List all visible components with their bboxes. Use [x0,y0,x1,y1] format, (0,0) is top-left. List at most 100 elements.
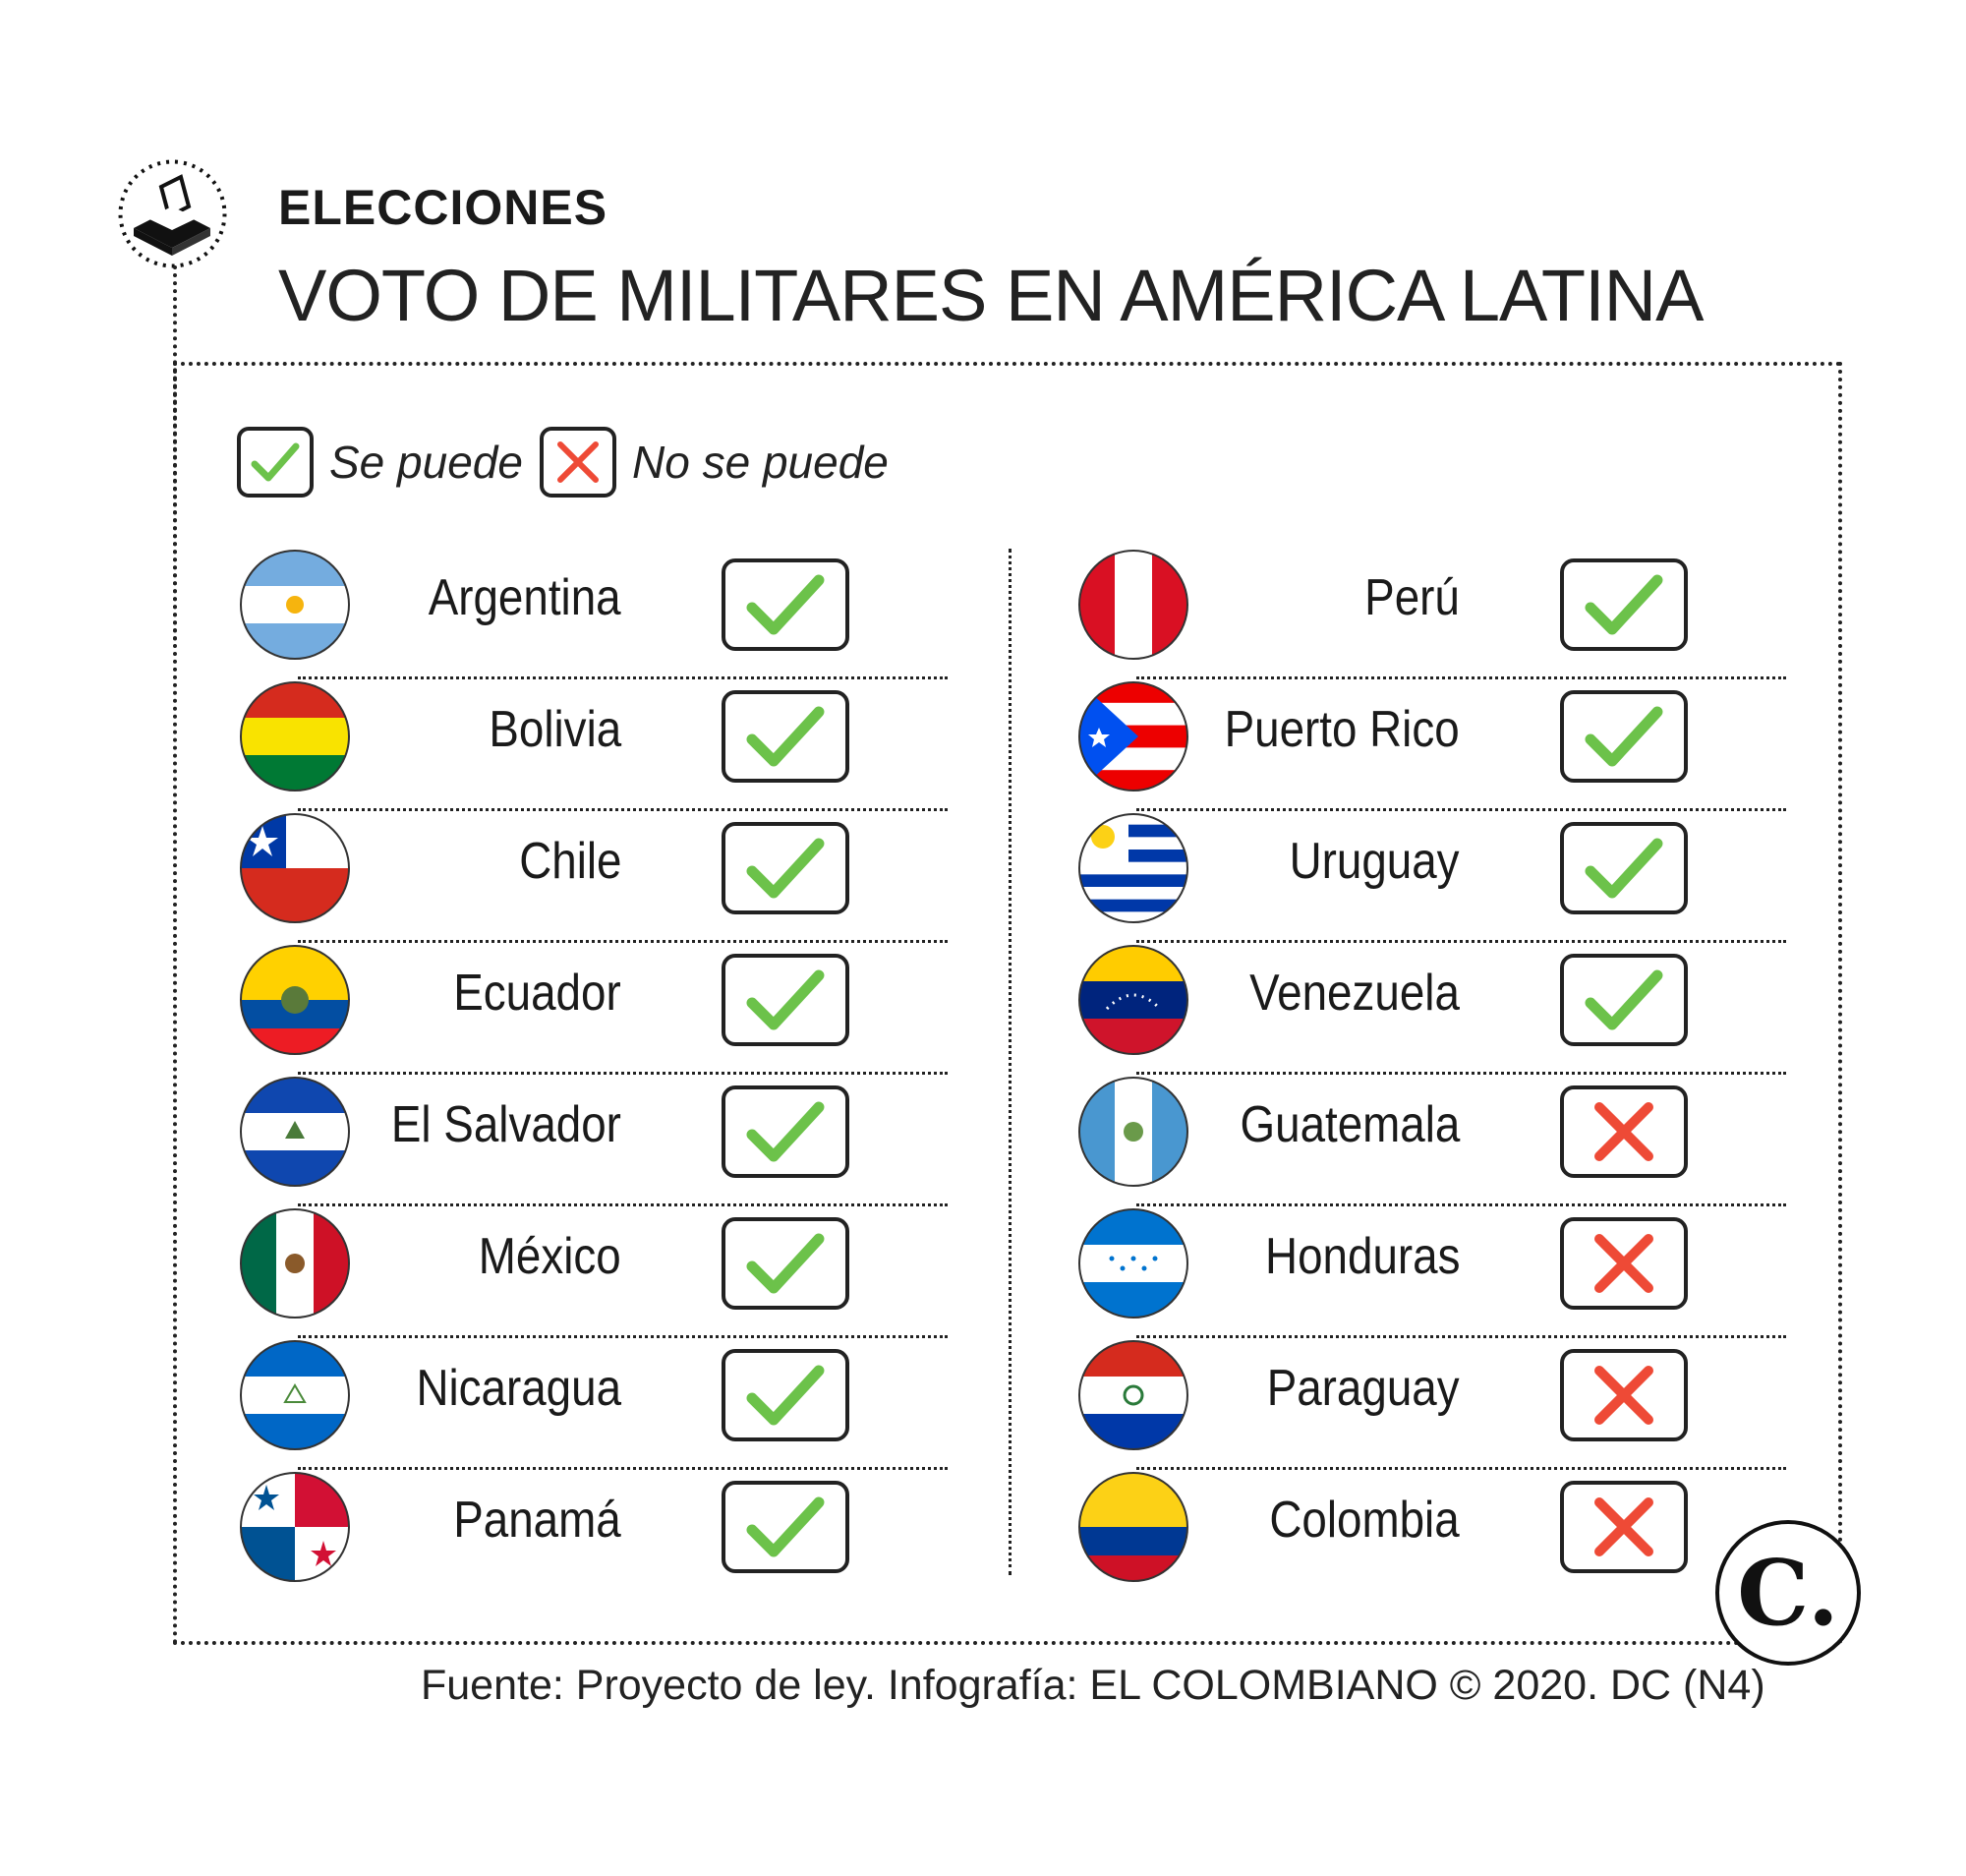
country-row-chile: Chile [239,812,948,944]
cross-icon [1594,1497,1653,1556]
column-divider [1009,549,1012,1575]
cross-icon [1594,1234,1653,1293]
check-icon [746,838,825,899]
country-name: Guatemala [1240,1096,1460,1153]
row-separator [298,940,948,943]
country-row-uruguay: Uruguay [1077,812,1786,944]
legend-no: No se puede [540,425,889,499]
flag-uruguay-icon [1078,813,1188,923]
status-box-yes [1560,954,1688,1046]
cross-icon [557,441,599,483]
country-row-ecuador: Ecuador [239,944,948,1076]
country-name: Venezuela [1249,965,1460,1022]
country-row-mexico: México [239,1207,948,1339]
status-box-yes [722,1481,849,1573]
flag-mexico-icon [240,1208,350,1319]
check-icon [746,574,825,635]
status-box-yes [1560,690,1688,783]
country-name: Bolivia [489,701,621,758]
row-separator [1136,1335,1786,1338]
country-name: Ecuador [453,965,621,1022]
country-row-bolivia: Bolivia [239,680,948,812]
country-name: México [479,1228,621,1285]
row-separator [1136,1203,1786,1206]
row-separator [1136,940,1786,943]
check-icon [1585,969,1663,1030]
country-row-paraguay: Paraguay [1077,1339,1786,1471]
el-colombiano-logo: C. [1715,1520,1861,1666]
country-row-panama: Panamá [239,1471,849,1603]
check-icon [1585,706,1663,767]
country-row-guatemala: Guatemala [1077,1076,1786,1207]
status-box-no [1560,1217,1688,1310]
cross-icon [1594,1102,1653,1161]
status-box-no [1560,1481,1688,1573]
flag-paraguay-icon [1078,1340,1188,1450]
row-separator [298,676,948,679]
row-separator [1136,1467,1786,1470]
flag-honduras-icon [1078,1208,1188,1319]
row-separator [298,1467,948,1470]
country-name: Panamá [453,1492,621,1549]
country-name: Argentina [429,569,621,626]
content-frame [173,362,1842,1645]
flag-venezuela-icon [1078,945,1188,1055]
country-row-el-salvador: El Salvador [239,1076,948,1207]
cross-icon [1594,1366,1653,1425]
country-name: Honduras [1264,1228,1460,1285]
status-box-yes [1560,822,1688,914]
check-icon [746,1496,825,1557]
status-box-yes [722,1217,849,1310]
section-kicker: ELECCIONES [278,180,608,235]
status-box-no [1560,1349,1688,1441]
country-name: Nicaragua [416,1360,621,1417]
flag-chile-icon [240,813,350,923]
status-box-yes [722,954,849,1046]
legend-yes-label: Se puede [329,437,523,488]
check-icon [251,442,300,482]
flag-colombia-icon [1078,1472,1188,1582]
country-name: Chile [518,833,621,890]
country-name: Uruguay [1290,833,1460,890]
row-separator [298,808,948,811]
status-box-yes [722,558,849,651]
status-box-yes [722,1085,849,1178]
country-row-colombia: Colombia [1077,1471,1688,1603]
source-note: Fuente: Proyecto de ley. Infografía: EL … [421,1662,1765,1709]
country-name: Perú [1364,569,1460,626]
page-title: VOTO DE MILITARES EN AMÉRICA LATINA [278,255,1704,336]
check-icon [746,1101,825,1162]
country-row-venezuela: Venezuela [1077,944,1786,1076]
flag-nicaragua-icon [240,1340,350,1450]
status-box-yes [722,1349,849,1441]
country-row-peru: Perú [1077,549,1786,680]
status-box-yes [722,690,849,783]
flag-panama-icon [240,1472,350,1582]
legend-no-label: No se puede [632,437,889,488]
flag-bolivia-icon [240,681,350,791]
status-box-no [1560,1085,1688,1178]
row-separator [298,1072,948,1075]
check-icon [746,1365,825,1426]
check-icon [746,969,825,1030]
check-icon [1585,838,1663,899]
row-separator [298,1203,948,1206]
check-icon [746,706,825,767]
status-box-yes [722,822,849,914]
status-box-yes [1560,558,1688,651]
country-name: Puerto Rico [1224,701,1460,758]
country-row-nicaragua: Nicaragua [239,1339,948,1471]
legend-check-box [237,427,314,498]
row-separator [1136,676,1786,679]
legend-yes: Se puede [237,425,523,499]
row-separator [1136,808,1786,811]
flag-puerto-rico-icon [1078,681,1188,791]
flag-ecuador-icon [240,945,350,1055]
ballot-box-icon [118,159,227,268]
flag-argentina-icon [240,550,350,660]
legend-cross-box [540,427,616,498]
flag-guatemala-icon [1078,1077,1188,1187]
check-icon [746,1233,825,1294]
row-separator [1136,1072,1786,1075]
flag-peru-icon [1078,550,1188,660]
